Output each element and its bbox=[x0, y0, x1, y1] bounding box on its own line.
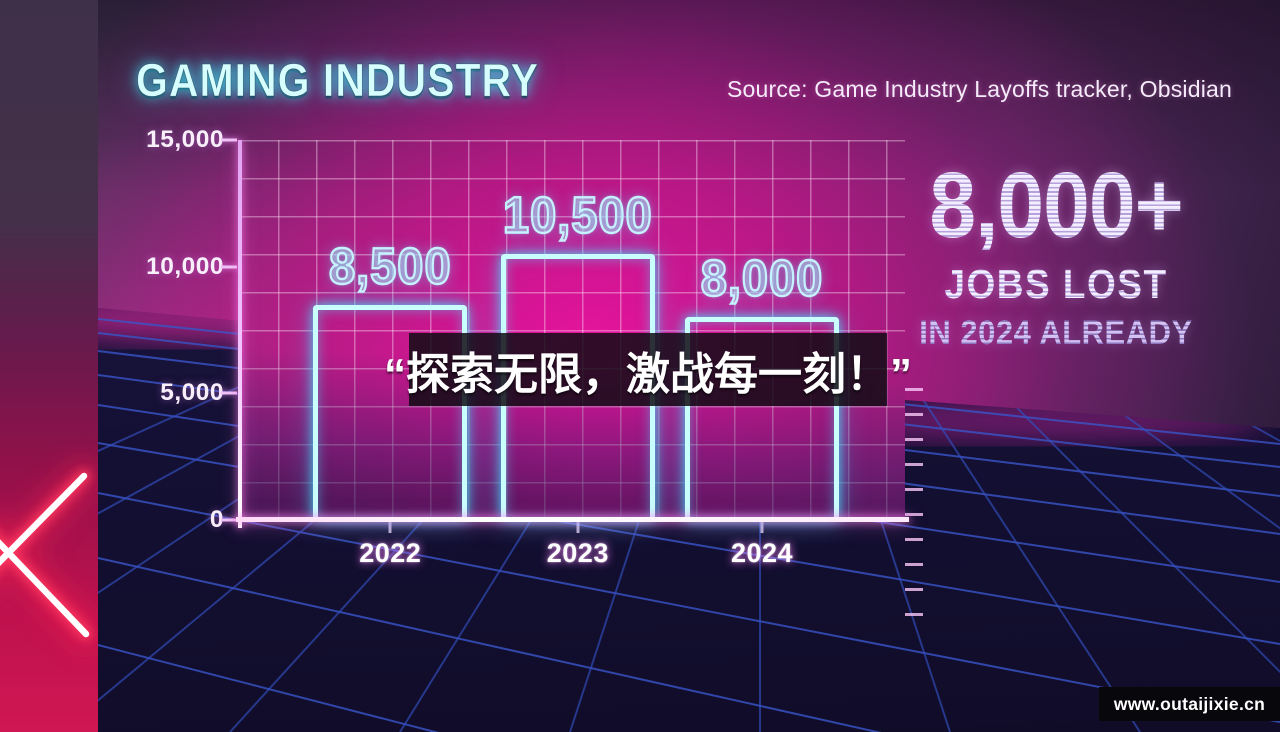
y-axis-label: 5,000 bbox=[160, 379, 224, 407]
y-axis-line bbox=[238, 140, 242, 528]
left-panel bbox=[0, 0, 98, 732]
headline-line1: JOBS LOST bbox=[902, 262, 1210, 308]
bar-value-label: 8,000 bbox=[700, 248, 824, 308]
headline: 8,000+ JOBS LOST IN 2024 ALREADY bbox=[902, 159, 1210, 353]
headline-stat: 8,000+ bbox=[902, 159, 1210, 251]
x-axis-tick bbox=[760, 520, 764, 533]
y-axis-label: 10,000 bbox=[146, 252, 224, 280]
y-axis-tick bbox=[221, 391, 237, 395]
x-axis-tick bbox=[388, 520, 392, 533]
x-axis-tick bbox=[576, 520, 580, 533]
watermark: www.outaijixie.cn bbox=[1099, 687, 1280, 721]
neon-x-icon bbox=[0, 463, 98, 647]
bar-2022 bbox=[313, 304, 468, 520]
x-axis-label: 2023 bbox=[546, 538, 609, 568]
y-axis-tick bbox=[221, 265, 237, 269]
plot-area: 8,500 2022 10,500 2023 8,000 2024 15,000 10,00… bbox=[146, 126, 923, 618]
y-axis-tick bbox=[221, 138, 237, 142]
x-axis-label: 2024 bbox=[730, 538, 794, 568]
y-axis-label: 0 bbox=[209, 506, 224, 533]
x-axis-label: 2022 bbox=[359, 538, 422, 568]
y-axis-tick bbox=[221, 518, 237, 522]
bar-value-label: 8,500 bbox=[328, 235, 452, 295]
right-ruler-ticks bbox=[905, 388, 923, 618]
quote-overlay: “探索无限，激战每一刻！” bbox=[384, 333, 912, 406]
bar-2024 bbox=[684, 317, 840, 520]
y-axis-label: 15,000 bbox=[146, 126, 224, 153]
page-title: GAMING INDUSTRY bbox=[136, 54, 539, 107]
x-axis-line bbox=[236, 517, 909, 522]
source-text: Source: Game Industry Layoffs tracker, O… bbox=[727, 76, 1232, 102]
bar-value-label: 10,500 bbox=[502, 185, 653, 245]
headline-line2: IN 2024 ALREADY bbox=[902, 313, 1210, 353]
